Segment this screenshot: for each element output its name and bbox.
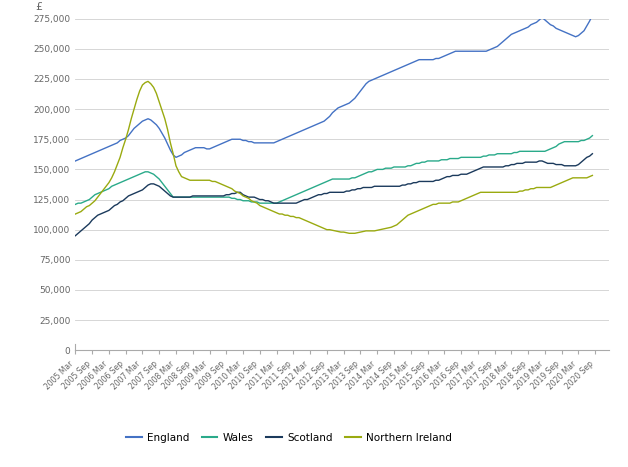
England: [72, 158, 79, 164]
Scotland: [72, 233, 79, 239]
Wales: [547, 146, 555, 152]
Northern Ireland: [588, 173, 596, 178]
Wales: [465, 155, 473, 160]
Northern Ireland: [376, 227, 384, 233]
Text: £: £: [35, 2, 43, 12]
Line: England: England: [75, 15, 592, 161]
England: [465, 49, 473, 54]
Legend: England, Wales, Scotland, Northern Ireland: England, Wales, Scotland, Northern Irela…: [122, 428, 456, 447]
Northern Ireland: [144, 78, 152, 84]
Scotland: [547, 161, 555, 166]
Wales: [150, 171, 158, 177]
Northern Ireland: [345, 231, 353, 236]
Wales: [588, 133, 596, 138]
Line: Wales: Wales: [75, 135, 592, 205]
Wales: [72, 202, 79, 207]
Wales: [371, 168, 378, 173]
Northern Ireland: [552, 182, 560, 188]
England: [318, 120, 325, 125]
Northern Ireland: [399, 217, 406, 223]
Northern Ireland: [320, 226, 328, 231]
Scotland: [393, 184, 401, 189]
Scotland: [465, 170, 473, 176]
Line: Northern Ireland: Northern Ireland: [75, 81, 592, 234]
Wales: [393, 164, 401, 170]
Line: Scotland: Scotland: [75, 154, 592, 236]
Scotland: [318, 192, 325, 198]
Wales: [318, 181, 325, 187]
Scotland: [150, 181, 158, 187]
Scotland: [588, 151, 596, 156]
Northern Ireland: [153, 91, 160, 96]
England: [547, 22, 555, 28]
Northern Ireland: [72, 211, 79, 217]
Northern Ireland: [471, 192, 479, 198]
England: [393, 66, 401, 72]
England: [588, 12, 596, 18]
England: [150, 120, 158, 125]
Scotland: [371, 184, 378, 189]
England: [371, 76, 378, 82]
